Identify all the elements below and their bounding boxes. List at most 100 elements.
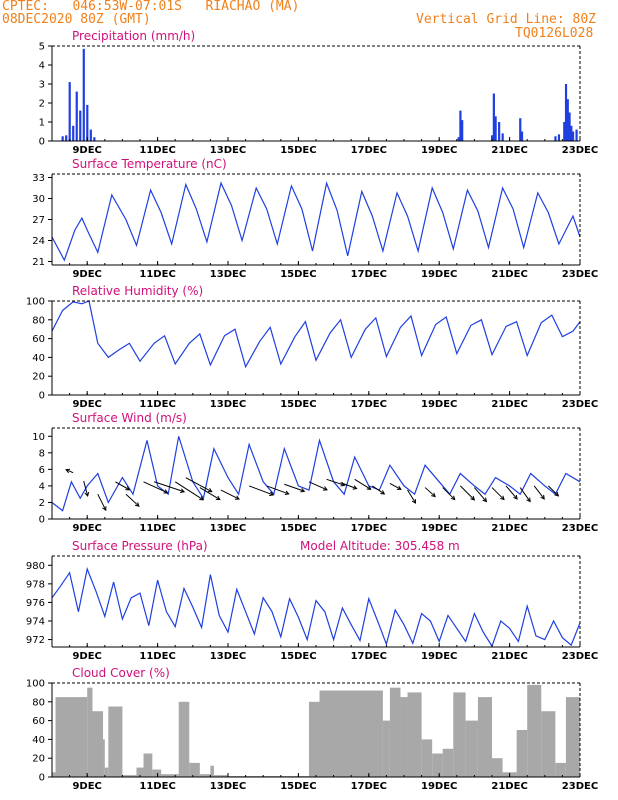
- x-tick-label: 19DEC: [421, 781, 457, 792]
- x-tick-label: 11DEC: [139, 781, 175, 792]
- wind-arrow: [442, 487, 456, 500]
- wind-arrow: [125, 493, 140, 507]
- x-tick-label: 17DEC: [351, 651, 387, 662]
- wind-arrowhead: [102, 506, 107, 512]
- x-tick-label: 11DEC: [139, 399, 175, 410]
- wind-arrow: [547, 485, 559, 497]
- x-tick-label: 17DEC: [351, 781, 387, 792]
- wind-arrow: [424, 487, 436, 497]
- wind-arrow: [97, 493, 107, 511]
- precip-bar: [519, 118, 522, 141]
- y-tick-label: 8: [39, 448, 45, 459]
- wind-arrow: [143, 481, 168, 494]
- cloud-bar: [492, 758, 503, 777]
- cloud-bar: [382, 720, 390, 777]
- wind-arrow: [65, 469, 74, 474]
- series-line: [51, 436, 581, 512]
- series-line: [51, 300, 581, 369]
- x-tick-label: 21DEC: [491, 651, 527, 662]
- x-tick-label: 9DEC: [72, 269, 101, 280]
- cloud-bar: [477, 697, 492, 777]
- x-tick-label: 13DEC: [210, 145, 246, 156]
- cloud-bar: [178, 701, 190, 777]
- wind-arrow: [308, 481, 328, 491]
- wind-arrow: [340, 482, 357, 490]
- wind-arrowhead: [134, 502, 140, 507]
- x-tick-label: 13DEC: [210, 523, 246, 534]
- wind-arrowhead: [300, 487, 306, 493]
- precip-bar: [492, 93, 495, 141]
- cloud-bar: [453, 692, 466, 777]
- y-tick-label: 2: [39, 498, 45, 509]
- wind-arrowhead: [500, 495, 505, 501]
- x-tick-label: 21DEC: [491, 269, 527, 280]
- x-tick-label: 9DEC: [72, 781, 101, 792]
- y-tick-label: 974: [26, 617, 45, 628]
- y-tick-label: 978: [26, 579, 45, 590]
- precip-bar: [86, 104, 89, 141]
- precip-bar: [566, 99, 569, 141]
- wind-arrow: [220, 489, 240, 500]
- wind-arrow: [459, 485, 475, 501]
- precip-bar: [61, 136, 64, 141]
- wind-arrowhead: [431, 492, 436, 498]
- precip-bar: [457, 137, 460, 141]
- x-tick-label: 11DEC: [139, 269, 175, 280]
- cloud-bar: [143, 753, 153, 777]
- x-tick-label: 15DEC: [280, 781, 316, 792]
- y-tick-label: 976: [26, 598, 45, 609]
- panel-title: Precipitation (mm/h): [72, 29, 195, 43]
- y-tick-label: 0: [39, 391, 45, 402]
- precip-bar: [494, 116, 497, 141]
- panel-title: Surface Temperature (nC): [72, 157, 227, 171]
- cloud-bar: [55, 697, 88, 777]
- cloud-bar: [407, 692, 422, 777]
- panel-2: Surface Temperature (nC) 21 24 27 30 33 9DEC 11…: [32, 157, 598, 280]
- wind-arrowhead: [554, 491, 560, 497]
- wind-arrow: [153, 481, 185, 493]
- header-run-code: TQ0126L028: [515, 26, 594, 41]
- wind-arrow: [199, 487, 221, 500]
- y-tick-label: 20: [32, 372, 45, 383]
- precip-bar: [68, 82, 71, 141]
- wind-arrowhead: [125, 486, 131, 491]
- cloud-bar: [213, 775, 228, 777]
- precip-bar: [498, 122, 501, 141]
- y-tick-label: 60: [32, 334, 45, 345]
- wind-arrow: [326, 478, 345, 486]
- wind-arrowhead: [199, 496, 205, 501]
- x-tick-label: 15DEC: [280, 269, 316, 280]
- wind-arrow: [407, 489, 416, 504]
- header-datetime: 08DEC2020 80Z (GMT): [2, 12, 151, 27]
- cloud-bar: [108, 706, 123, 777]
- y-tick-label: 60: [32, 716, 45, 727]
- y-tick-label: 20: [32, 754, 45, 765]
- panel-subtitle: Model Altitude: 305.458 m: [300, 539, 460, 553]
- cloud-bar: [555, 762, 566, 777]
- cloud-bar: [122, 775, 137, 777]
- precip-bar: [575, 129, 578, 141]
- panel-3: Relative Humidity (%) 0 20 40 60 80 100 9DEC 11D…: [26, 284, 598, 410]
- precip-bar: [89, 129, 92, 141]
- precip-bar: [93, 137, 96, 141]
- wind-arrowhead: [215, 495, 221, 501]
- cloud-bar: [442, 748, 454, 777]
- cloud-bar: [400, 697, 408, 777]
- cloud-bar: [421, 739, 433, 777]
- cloud-bar: [87, 687, 93, 777]
- wind-arrow: [519, 487, 531, 502]
- cloud-bar: [103, 739, 105, 777]
- wind-arrowhead: [163, 489, 169, 494]
- x-tick-label: 17DEC: [351, 523, 387, 534]
- wind-arrow: [284, 483, 305, 492]
- x-tick-label: 11DEC: [139, 523, 175, 534]
- x-tick-label: 23DEC: [562, 523, 598, 534]
- y-tick-label: 80: [32, 697, 45, 708]
- precip-bar: [75, 91, 78, 141]
- precip-bar: [554, 136, 557, 141]
- wind-arrowhead: [450, 495, 456, 501]
- wind-arrowhead: [234, 495, 240, 500]
- wind-arrowhead: [284, 490, 290, 496]
- x-tick-label: 11DEC: [139, 651, 175, 662]
